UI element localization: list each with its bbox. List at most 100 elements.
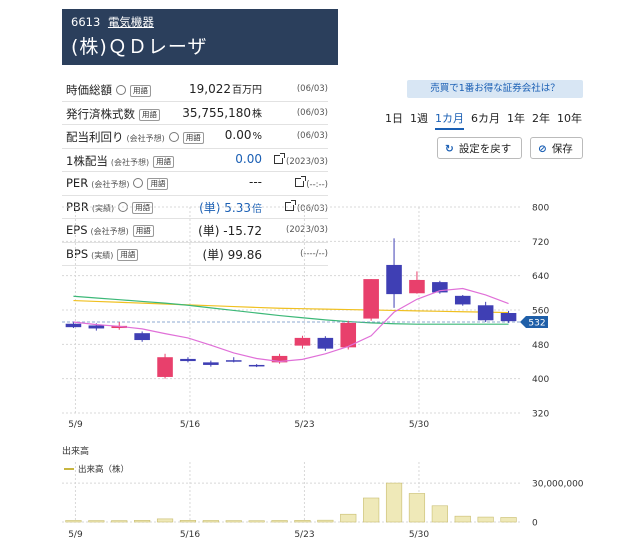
candle-body (500, 313, 517, 322)
period-tab[interactable]: 10年 (557, 112, 582, 125)
promo-banner[interactable]: 売買で1番お得な証券会社は？ (407, 80, 583, 98)
period-tab[interactable]: 2年 (532, 112, 550, 125)
stock-code: 6613 (71, 15, 101, 29)
period-tab[interactable]: 1週 (410, 112, 428, 125)
reset-settings-button[interactable]: ↻ 設定を戻す (437, 137, 522, 159)
y-tick-label: 400 (532, 375, 549, 385)
current-price-label: 532 (528, 319, 545, 329)
candle-body (157, 357, 173, 377)
info-label-text: PBR (66, 199, 89, 214)
candle-body (225, 360, 242, 362)
value-text: (単) 99.86 (202, 247, 262, 262)
period-tab[interactable]: 6カ月 (471, 112, 500, 125)
clock-icon (168, 132, 179, 142)
glossary-link[interactable]: 用語 (147, 178, 169, 190)
x-tick-label: 5/9 (68, 420, 83, 430)
volume-bar (500, 517, 517, 523)
info-label-note: (会社予想) (110, 157, 150, 167)
x-tick-label: 5/30 (409, 530, 429, 540)
info-row-date: (06/03) (296, 131, 328, 141)
value-text: 0.00 (224, 128, 252, 142)
volume-bar (156, 518, 174, 523)
volume-bar (225, 520, 242, 523)
candle-body (65, 323, 82, 328)
volume-bar (134, 520, 151, 523)
info-row-date: (--:--) (290, 176, 328, 190)
candle-body (409, 279, 425, 294)
y-tick-label: 640 (532, 272, 549, 282)
info-label-note: (会社予想) (90, 227, 129, 236)
candle-body (203, 362, 219, 365)
volume-bar (202, 520, 219, 523)
info-row-label: BPS (実績) 用語 (66, 246, 139, 261)
info-label-text: 配当利回り (66, 130, 124, 144)
glossary-link[interactable]: 用語 (139, 108, 160, 121)
info-row-date: (2023/03) (269, 152, 328, 167)
volume-bar (65, 520, 82, 523)
info-row-label: 時価総額 用語 (66, 82, 151, 98)
info-label-text: 発行済株式数 (66, 106, 135, 121)
ma-mid-line (73, 295, 509, 325)
period-tab[interactable]: 1カ月 (435, 110, 464, 130)
info-row-label: PER (会社予想) 用語 (66, 176, 169, 190)
value-text: (単) 5.33 (199, 200, 251, 215)
y-tick-label: 560 (532, 307, 549, 317)
glossary-link[interactable]: 用語 (130, 85, 151, 97)
volume-bar (179, 520, 197, 523)
clock-icon (133, 178, 144, 188)
volume-bar (477, 516, 494, 523)
info-row: PER (会社予想) 用語 --- (--:--) (62, 172, 328, 196)
external-link-icon[interactable] (274, 152, 286, 164)
info-row-value: (単) -15.72 (198, 222, 262, 239)
reset-settings-label: 設定を戻す (458, 143, 512, 155)
info-label-text: EPS (66, 223, 88, 237)
value-text: 35,755,180 (182, 105, 251, 120)
value-unit: 倍 (252, 203, 262, 215)
info-row: EPS (会社予想) 用語 (単) -15.72 (2023/03) (62, 219, 328, 243)
candle-body (432, 282, 448, 293)
info-label-text: PER (66, 176, 89, 190)
x-tick-label: 5/16 (180, 420, 200, 430)
candle-body (477, 305, 494, 321)
value-unit: 百万円 (232, 85, 262, 96)
volume-bar (88, 520, 105, 523)
info-label-text: BPS (66, 246, 89, 261)
volume-bar (363, 497, 380, 523)
glossary-link[interactable]: 用語 (153, 155, 175, 168)
candle-body (363, 279, 379, 319)
glossary-link[interactable]: 用語 (117, 248, 139, 261)
period-tab[interactable]: 1日 (385, 112, 403, 125)
y-tick-label: 320 (532, 410, 549, 420)
info-row-date: (06/03) (280, 199, 328, 214)
candle-body (271, 355, 288, 363)
info-row-value[interactable]: (単) 5.33倍 (199, 199, 262, 216)
info-label-text: 1株配当 (66, 153, 108, 168)
info-row-date: (06/03) (296, 84, 328, 94)
info-row-label: 発行済株式数 用語 (66, 106, 160, 122)
info-row-value[interactable]: 0.00 (235, 152, 262, 166)
period-tab[interactable]: 1年 (507, 112, 525, 125)
candle-body (111, 325, 128, 329)
x-tick-label: 5/23 (294, 530, 314, 540)
volume-bar (340, 513, 357, 523)
candle-body (294, 337, 311, 346)
stock-info-table: 時価総額 用語 19,022百万円 (06/03) 発行済株式数 用語 35,755,180… (62, 78, 328, 266)
value-unit: 株 (252, 108, 262, 120)
external-link-icon[interactable] (294, 176, 306, 187)
volume-legend-label: 出来高（株） (78, 464, 129, 475)
value-text: --- (249, 175, 262, 189)
external-link-icon[interactable] (285, 199, 297, 211)
info-row-date: (06/03) (296, 107, 328, 118)
save-button[interactable]: ⊘ 保存 (530, 137, 583, 159)
glossary-link[interactable]: 用語 (182, 132, 204, 144)
info-row: 発行済株式数 用語 35,755,180株 (06/03) (62, 102, 328, 125)
save-label: 保存 (551, 143, 573, 155)
sector-link[interactable]: 電気機器 (107, 15, 154, 29)
value-text: 0.00 (235, 151, 262, 166)
glossary-link[interactable]: 用語 (132, 225, 154, 237)
volume-bar (111, 520, 128, 523)
info-label-note: (実績) (91, 203, 115, 213)
volume-title: 出来高 (62, 447, 90, 457)
x-tick-label: 5/23 (294, 420, 314, 430)
